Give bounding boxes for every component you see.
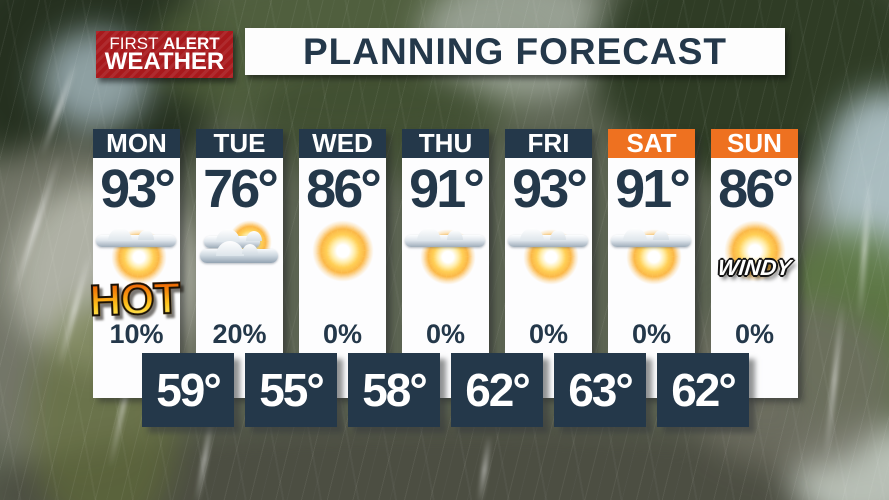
title-bar: PLANNING FORECAST	[245, 28, 785, 75]
high-temp: 93°	[512, 159, 588, 219]
cloud-glyph	[611, 228, 691, 247]
low-temp-box: 62°	[451, 353, 543, 427]
low-temp-box: 58°	[348, 353, 440, 427]
low-temp: 62°	[671, 364, 737, 416]
sun-with-cloud-icon	[505, 221, 592, 287]
day-label: THU	[402, 129, 489, 158]
low-temp: 59°	[156, 364, 222, 416]
logo-line1: FIRST ALERT	[96, 33, 233, 53]
day-label: TUE	[196, 129, 283, 158]
cloud-glyph	[405, 228, 485, 247]
high-temp: 91°	[409, 159, 485, 219]
precip-chance: 10%	[109, 319, 164, 349]
page-title: PLANNING FORECAST	[303, 30, 727, 72]
precip-chance: 0%	[528, 319, 569, 349]
sun-with-cloud-icon	[402, 221, 489, 287]
cloud-glyph	[200, 241, 278, 263]
logo-first: FIRST	[109, 33, 159, 53]
hot-badge: HOT	[80, 272, 189, 327]
low-temp-box: 55°	[245, 353, 337, 427]
precip-chance: 0%	[631, 319, 672, 349]
low-temp-box: 62°	[657, 353, 749, 427]
high-temp: 86°	[718, 159, 794, 219]
high-temp: 93°	[100, 159, 176, 219]
sunny-icon	[299, 220, 386, 287]
low-temp: 58°	[362, 364, 428, 416]
sun-glyph	[311, 220, 374, 283]
low-temp: 63°	[568, 364, 634, 416]
logo-alert: ALERT	[162, 33, 220, 53]
day-label: SAT	[608, 129, 695, 158]
mostly-cloudy-icon	[196, 220, 283, 287]
sun-with-cloud-icon	[608, 221, 695, 287]
high-temp: 91°	[615, 159, 691, 219]
cloud-glyph	[96, 228, 176, 247]
low-temp-box: 59°	[142, 353, 234, 427]
low-temp-box: 63°	[554, 353, 646, 427]
low-temp: 55°	[259, 364, 325, 416]
sunny-icon	[711, 220, 798, 287]
high-temp: 86°	[306, 159, 382, 219]
cloud-glyph	[508, 228, 588, 247]
low-temp: 62°	[465, 364, 531, 416]
day-label: MON	[93, 129, 180, 158]
day-label: SUN	[711, 129, 798, 158]
precip-chance: 0%	[734, 319, 775, 349]
precip-chance: 0%	[425, 319, 466, 349]
sun-glyph	[723, 220, 786, 283]
day-label: WED	[299, 129, 386, 158]
day-label: FRI	[505, 129, 592, 158]
logo-line2: WEATHER	[104, 48, 225, 76]
sun-with-cloud-icon	[93, 221, 180, 287]
first-alert-weather-logo: FIRST ALERT WEATHER	[96, 31, 233, 78]
precip-chance: 0%	[322, 319, 363, 349]
windy-badge: WINDY	[716, 255, 793, 280]
precip-chance: 20%	[212, 319, 267, 349]
high-temp: 76°	[203, 159, 279, 219]
